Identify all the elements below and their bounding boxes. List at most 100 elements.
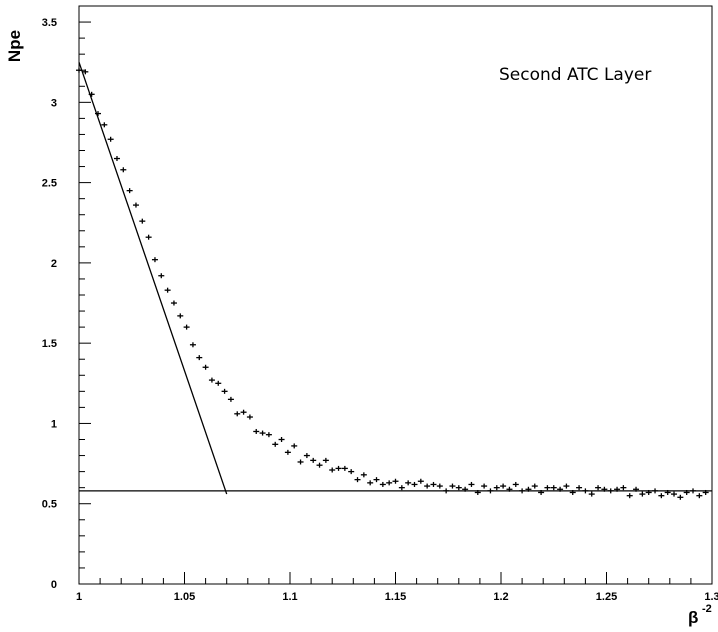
data-point: [417, 478, 424, 484]
data-point: [297, 459, 304, 465]
data-point: [139, 218, 146, 224]
data-point: [265, 432, 272, 438]
y-tick-label: 1: [51, 418, 57, 430]
data-point: [639, 491, 646, 497]
data-point: [196, 355, 203, 361]
y-tick-label: 0: [51, 579, 57, 591]
y-axis: 0 0.5 1 1.5 2 2.5 3 3.5: [42, 17, 91, 591]
data-point: [120, 167, 127, 173]
data-point: [151, 257, 158, 263]
y-tick-label: 3.5: [42, 17, 57, 29]
data-point: [690, 488, 697, 494]
data-point: [652, 488, 659, 494]
data-point: [291, 443, 298, 449]
data-point: [107, 136, 114, 142]
data-point: [677, 494, 684, 500]
x-axis-label-exponent: -2: [702, 603, 712, 615]
data-point: [455, 485, 462, 491]
data-point: [278, 437, 285, 442]
data-point: [683, 489, 690, 495]
data-point: [398, 485, 405, 491]
data-point: [341, 465, 348, 471]
data-point: [500, 483, 507, 489]
data-point: [234, 411, 241, 417]
data-point: [696, 493, 703, 499]
data-point: [126, 188, 133, 194]
data-point: [284, 449, 291, 455]
x-axis: 1 1.05 1.1 1.15 1.2 1.25 1.3: [76, 572, 718, 603]
data-point: [702, 489, 709, 495]
data-point: [436, 483, 443, 489]
data-point: [373, 477, 380, 483]
y-tick-label: 1.5: [42, 338, 57, 350]
data-point: [392, 478, 399, 484]
data-point: [563, 483, 570, 489]
x-tick-label: 1.25: [596, 591, 617, 603]
x-tick-label: 1.15: [385, 591, 406, 603]
data-point: [227, 396, 234, 402]
data-point: [348, 469, 355, 475]
data-point: [658, 493, 665, 499]
data-point: [664, 489, 671, 495]
data-point: [113, 156, 120, 162]
data-point: [601, 486, 608, 492]
y-tick-label: 0.5: [42, 499, 57, 511]
data-point: [272, 441, 279, 447]
data-point: [582, 488, 589, 494]
data-point: [386, 480, 393, 486]
data-point: [538, 489, 545, 495]
data-point: [512, 481, 519, 487]
data-point: [240, 409, 247, 415]
data-point: [76, 67, 82, 73]
y-axis-label: Npe: [5, 30, 24, 62]
data-point: [170, 300, 177, 306]
data-point: [474, 489, 481, 495]
data-point: [82, 69, 89, 75]
x-tick-label: 1.3: [704, 591, 718, 603]
data-point: [316, 462, 323, 468]
data-point: [101, 122, 108, 128]
data-point: [607, 488, 614, 494]
data-point: [595, 485, 602, 491]
data-point: [94, 111, 101, 117]
data-point: [88, 91, 95, 97]
data-point: [329, 467, 336, 473]
data-point: [569, 489, 576, 495]
x-tick-label: 1.05: [174, 591, 195, 603]
data-point: [354, 477, 361, 483]
x-axis-label: β: [688, 608, 698, 627]
data-point: [430, 481, 437, 487]
data-point: [519, 488, 526, 494]
data-point: [360, 472, 367, 478]
data-point: [202, 364, 209, 370]
data-point: [550, 485, 557, 491]
data-point: [620, 485, 627, 491]
y-tick-label: 2.5: [42, 178, 57, 190]
x-tick-label: 1.1: [282, 591, 297, 603]
data-point: [487, 488, 494, 494]
data-point: [576, 485, 583, 491]
data-point: [633, 486, 640, 492]
data-point: [626, 493, 633, 499]
data-point: [303, 453, 310, 459]
data-point: [614, 486, 621, 492]
data-point: [322, 457, 329, 463]
data-point: [335, 465, 342, 471]
data-points: [76, 67, 709, 500]
data-point: [411, 481, 418, 487]
data-point: [506, 486, 513, 492]
data-point: [246, 414, 253, 420]
data-point: [557, 486, 564, 492]
data-point: [208, 377, 215, 383]
y-tick-label: 2: [51, 258, 57, 270]
x-tick-label: 1.2: [493, 591, 508, 603]
x-tick-label: 1: [76, 591, 82, 603]
data-point: [367, 480, 374, 486]
chart-annotation: Second ATC Layer: [499, 65, 651, 85]
y-tick-label: 3: [51, 97, 57, 109]
data-point: [379, 481, 386, 487]
plot-frame: [78, 5, 713, 585]
data-point: [215, 380, 222, 386]
data-point: [544, 485, 551, 491]
